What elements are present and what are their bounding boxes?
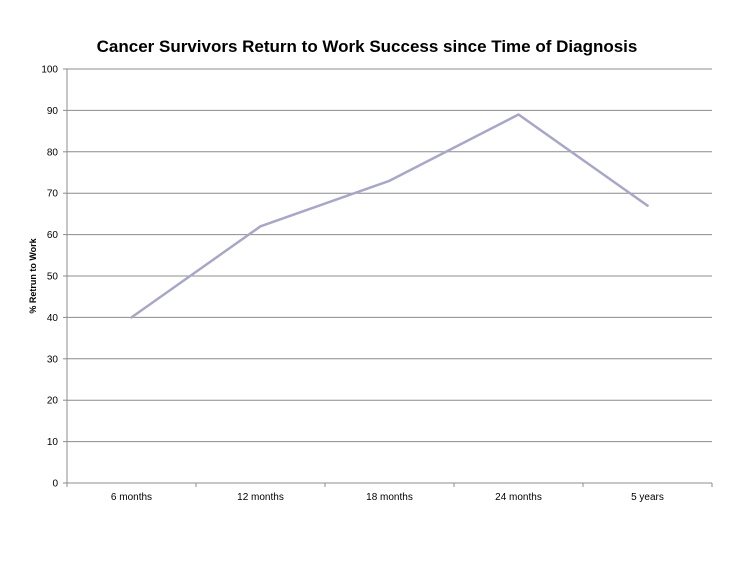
data-series	[130, 113, 649, 319]
y-tick-label: 60	[47, 230, 59, 241]
y-axis-tick-labels: 0 10 20 30 40 50 60 70 80 90 100	[41, 65, 58, 490]
x-tick-label: 24 months	[495, 492, 542, 503]
data-point-4	[646, 204, 649, 207]
y-tick-label: 90	[47, 106, 59, 117]
y-tick-label: 0	[52, 479, 58, 490]
y-tick-label: 100	[41, 65, 58, 76]
y-axis-label: % Retrun to Work	[28, 237, 38, 313]
gridlines	[67, 68, 712, 484]
x-tick-label: 5 years	[631, 492, 664, 503]
data-point-3	[517, 113, 520, 116]
x-axis-tick-labels: 6 months 12 months 18 months 24 months 5 yea…	[111, 492, 664, 503]
y-tick-label: 80	[47, 147, 59, 158]
data-point-1	[259, 225, 262, 228]
axes	[63, 68, 713, 487]
series-line-0	[130, 113, 649, 319]
x-tick-label: 6 months	[111, 492, 152, 503]
data-point-2	[388, 179, 391, 182]
x-tick-label: 12 months	[237, 492, 284, 503]
y-tick-label: 10	[47, 437, 59, 448]
y-tick-label: 40	[47, 313, 59, 324]
y-tick-label: 20	[47, 396, 59, 407]
y-tick-label: 50	[47, 272, 59, 283]
data-point-0	[130, 316, 133, 319]
chart-title: Cancer Survivors Return to Work Success …	[97, 37, 638, 56]
x-tick-label: 18 months	[366, 492, 413, 503]
y-tick-label: 70	[47, 189, 59, 200]
y-tick-label: 30	[47, 354, 59, 365]
